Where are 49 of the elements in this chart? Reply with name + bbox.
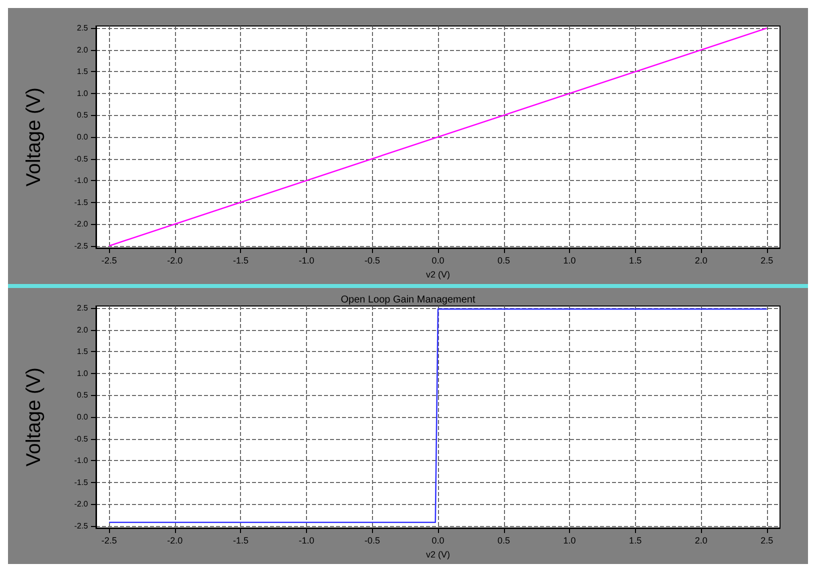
y-tick-label: 1.0 xyxy=(76,88,89,98)
x-tick-label: -1.0 xyxy=(298,536,314,546)
y-tick-label: 2.5 xyxy=(76,24,89,33)
x-tick-label: -1.5 xyxy=(232,536,248,546)
y-tick-label: -2.0 xyxy=(74,220,89,229)
x-tick-label: -0.5 xyxy=(364,256,380,266)
y-tick-label: 0.0 xyxy=(76,412,89,422)
x-tick-label: 0.0 xyxy=(432,536,444,546)
y-tick-label: 0.0 xyxy=(76,132,89,142)
x-tick-label: 0.0 xyxy=(432,256,444,266)
x-tick-label: 2.0 xyxy=(694,536,708,546)
x-tick-label: -1.0 xyxy=(298,256,314,266)
x-tick-label: 1.0 xyxy=(563,256,576,266)
y-tick-label: 0.5 xyxy=(76,110,89,120)
x-tick-label: 1.5 xyxy=(629,256,642,266)
y-tick-label: 2.0 xyxy=(76,325,89,334)
y-tick-label: -1.0 xyxy=(74,176,89,186)
y-tick-label: 2.5 xyxy=(76,304,89,313)
x-tick-label: 2.5 xyxy=(760,536,774,546)
y-axis-title: Voltage (V) xyxy=(23,88,45,186)
y-tick-label: 1.5 xyxy=(76,67,89,76)
y-tick-label: 2.0 xyxy=(76,45,89,54)
y-tick-label: 1.0 xyxy=(76,368,89,378)
y-tick-label: -1.0 xyxy=(74,456,89,466)
y-tick-label: -2.0 xyxy=(74,500,89,509)
y-tick-label: 0.5 xyxy=(76,390,89,400)
x-tick-label: -2.0 xyxy=(167,256,183,266)
x-axis-title: v2 (V) xyxy=(426,270,450,280)
x-tick-label: -1.5 xyxy=(232,256,248,266)
y-tick-label: -2.5 xyxy=(74,521,89,530)
x-tick-label: -2.5 xyxy=(101,256,117,266)
x-tick-label: -2.5 xyxy=(101,536,117,546)
x-tick-label: 2.0 xyxy=(694,256,708,266)
x-tick-label: -0.5 xyxy=(364,536,380,546)
y-tick-label: -0.5 xyxy=(74,154,89,164)
y-tick-label: -2.5 xyxy=(74,241,89,250)
y-tick-label: -1.5 xyxy=(74,478,89,487)
x-tick-label: 0.5 xyxy=(498,256,510,266)
y-axis-title: Voltage (V) xyxy=(23,368,45,466)
x-tick-label: 0.5 xyxy=(498,536,510,546)
x-axis-title: v2 (V) xyxy=(426,550,450,560)
y-tick-label: 1.5 xyxy=(76,347,89,356)
y-tick-label: -0.5 xyxy=(74,434,89,444)
y-tick-label: -1.5 xyxy=(74,198,89,207)
x-tick-label: 1.0 xyxy=(563,536,576,546)
x-tick-label: -2.0 xyxy=(167,536,183,546)
x-tick-label: 1.5 xyxy=(629,536,642,546)
chart-title: Open Loop Gain Management xyxy=(340,294,476,306)
x-tick-label: 2.5 xyxy=(760,256,774,266)
